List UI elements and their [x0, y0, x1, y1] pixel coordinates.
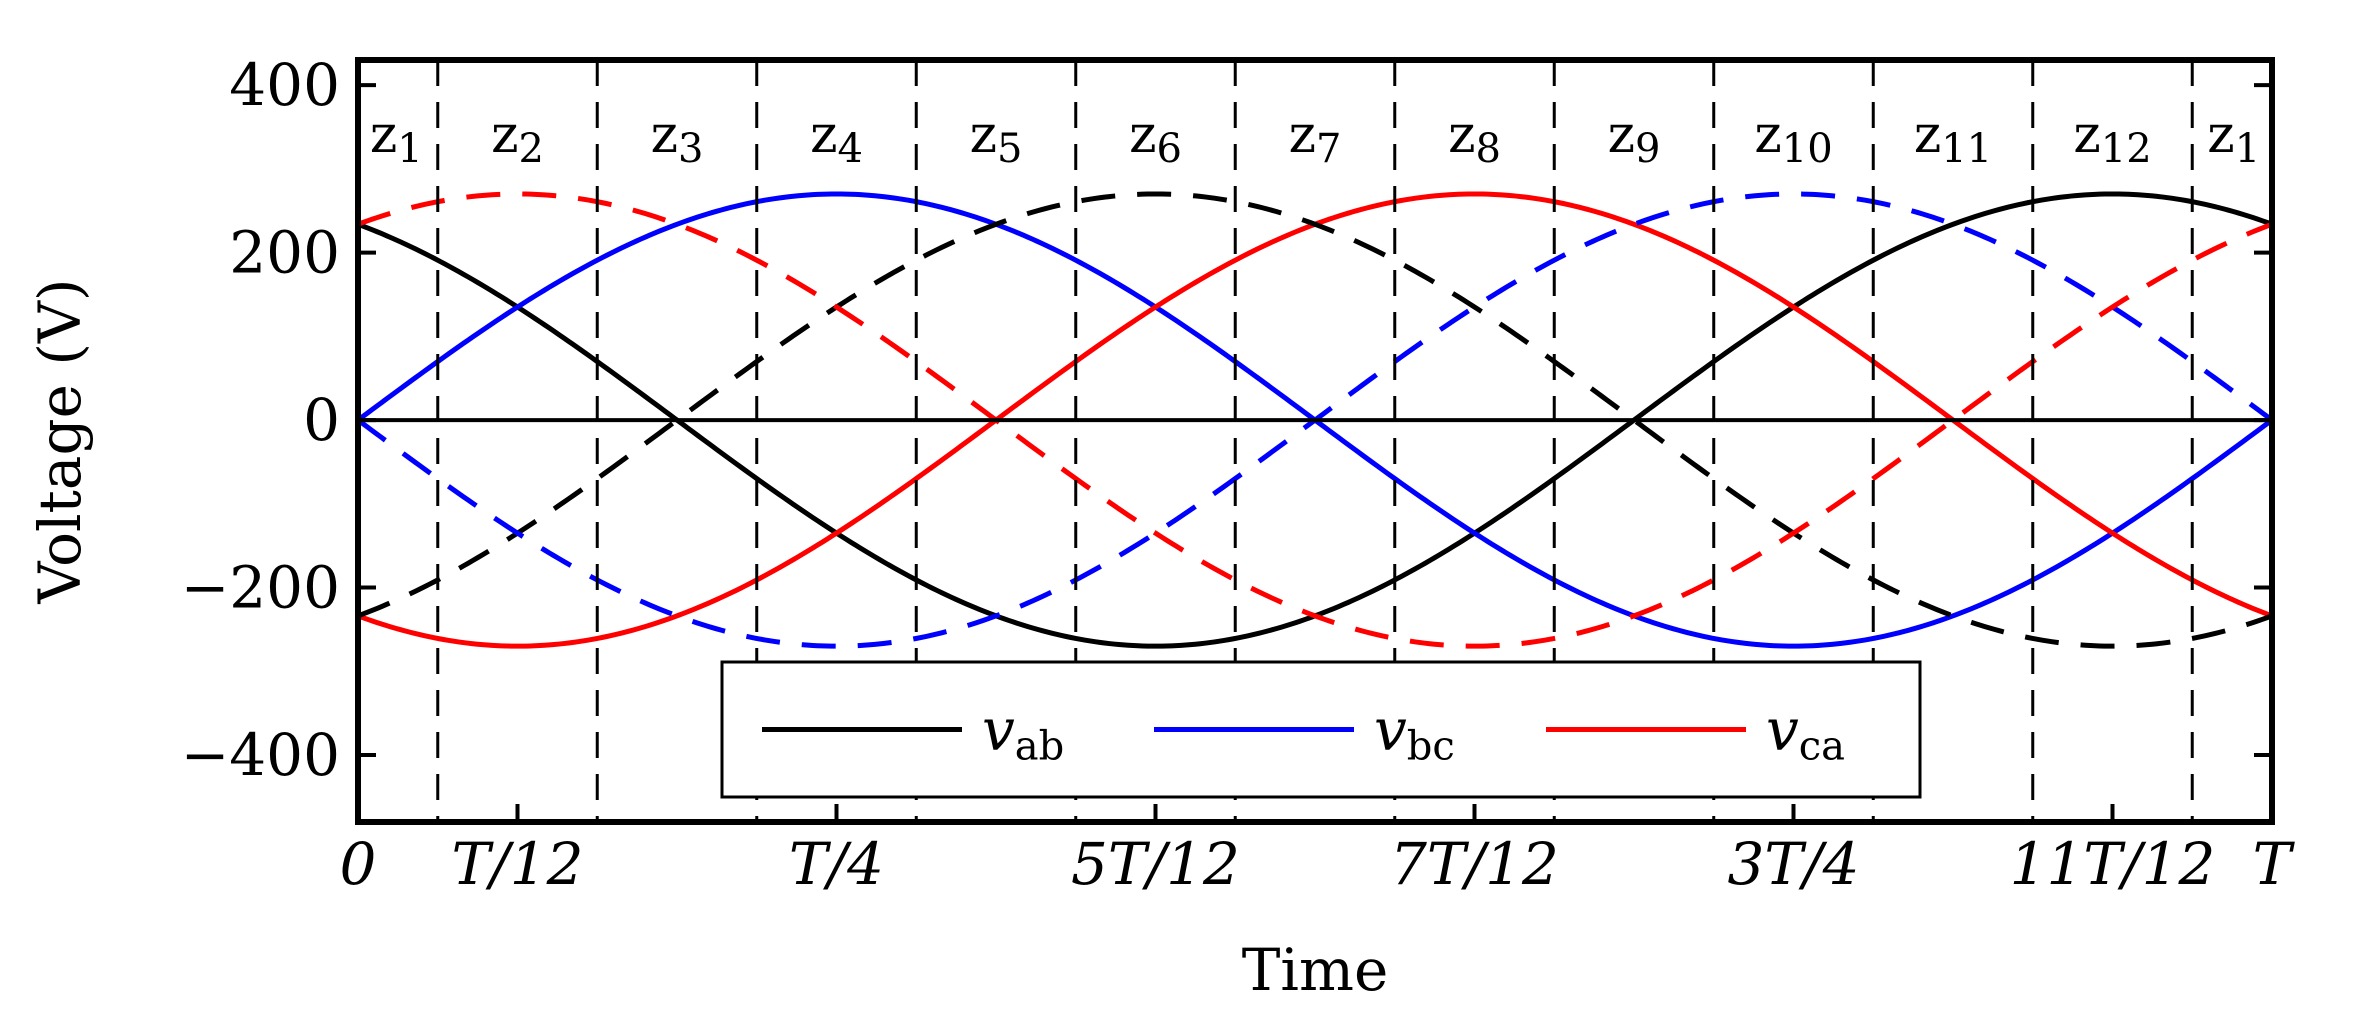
x-tick-label-4: 5T/12: [1071, 830, 1240, 898]
zone-label-7: z7: [1289, 105, 1342, 172]
zone-label-4: z4: [810, 105, 863, 172]
y-tick-label-5: −400: [181, 721, 340, 789]
x-tick-label-6: 3T/4: [1727, 830, 1859, 898]
plot-frame: [355, 57, 2275, 825]
legend-label-ca: vca: [1766, 696, 1845, 770]
zone-label-11: z11: [1914, 105, 1992, 172]
legend-label-ab: vab: [982, 696, 1064, 770]
legend-label-bc: vbc: [1374, 696, 1455, 770]
y-tick-label-4: −200: [181, 554, 340, 622]
legend: vab vbc vca: [720, 660, 1922, 799]
zone-label-8: z8: [1448, 105, 1501, 172]
zone-label-9: z9: [1608, 105, 1661, 172]
zone-label-12: z12: [2073, 105, 2151, 172]
zone-label-13: z1: [2207, 105, 2260, 172]
x-tick-label-7: 11T/12: [2010, 830, 2216, 898]
y-tick-label-3: 0: [303, 386, 340, 454]
x-tick-label-1: 0: [340, 830, 377, 898]
dashed-series-line-4: [357, 191, 2273, 649]
x-tick-label-8: T: [2253, 830, 2296, 898]
zone-label-5: z5: [970, 105, 1023, 172]
x-tick-label-3: T/4: [789, 830, 884, 898]
x-tick-label-5: 7T/12: [1390, 830, 1559, 898]
zone-label-6: z6: [1129, 105, 1182, 172]
y-tick-label-1: 400: [229, 51, 340, 119]
x-axis-title: Time: [1242, 936, 1389, 1004]
y-axis-title: Voltage (V): [26, 279, 94, 605]
x-tick-label-2: T/12: [451, 830, 583, 898]
zone-label-2: z2: [491, 105, 544, 172]
dashed-series-line-6: [357, 191, 2273, 649]
zone-label-1: z1: [370, 105, 423, 172]
zone-label-3: z3: [651, 105, 704, 172]
zone-label-10: z10: [1754, 105, 1832, 172]
y-tick-label-2: 200: [229, 219, 340, 287]
